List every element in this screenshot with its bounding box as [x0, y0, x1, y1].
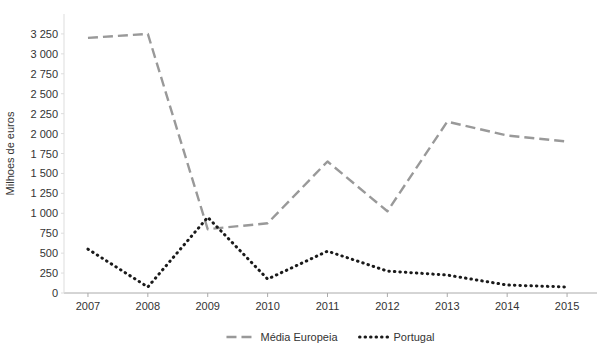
y-tick [61, 93, 64, 94]
x-tick-label: 2013 [435, 300, 459, 312]
x-tick [267, 293, 268, 297]
y-tick [61, 53, 64, 54]
chart-container: 2007 2008 2009 2010 2011 2012 2013 2014 2015 0 250… [0, 0, 615, 359]
y-tick-label: 1 250 [30, 187, 58, 199]
x-tick [567, 293, 568, 297]
series-line [88, 217, 567, 287]
legend-item: Média Europeia [226, 331, 338, 343]
y-tick [61, 113, 64, 114]
y-tick-label: 2 250 [30, 108, 58, 120]
y-tick-label: 0 [52, 287, 58, 299]
y-tick [61, 153, 64, 154]
x-tick [147, 293, 148, 297]
y-tick [61, 173, 64, 174]
x-tick [507, 293, 508, 297]
y-tick-label: 3 000 [30, 48, 58, 60]
y-tick [61, 133, 64, 134]
y-tick-label: 1 000 [30, 207, 58, 219]
x-tick [207, 293, 208, 297]
legend: Média Europeia Portugal [226, 331, 434, 343]
y-tick [61, 33, 64, 34]
x-tick [387, 293, 388, 297]
x-tick-label: 2007 [76, 300, 100, 312]
y-tick [61, 213, 64, 214]
axes: 2007 2008 2009 2010 2011 2012 2013 2014 2015 0 250… [30, 14, 597, 312]
x-tick-label: 2011 [316, 300, 340, 312]
x-tick-label: 2014 [495, 300, 519, 312]
y-tick [61, 253, 64, 254]
legend-label: Portugal [394, 331, 435, 343]
chart-svg: 2007 2008 2009 2010 2011 2012 2013 2014 2015 0 250… [0, 0, 615, 359]
x-tick [327, 293, 328, 297]
y-tick-label: 2 750 [30, 68, 58, 80]
y-tick-label: 1 500 [30, 167, 58, 179]
x-axis-line [64, 293, 597, 294]
y-tick-label: 750 [40, 227, 58, 239]
y-tick-label: 250 [40, 267, 58, 279]
y-tick-label: 2 500 [30, 88, 58, 100]
legend-swatch [226, 336, 254, 338]
y-axis-label: Milhoes de euros [4, 111, 16, 195]
x-tick-label: 2012 [375, 300, 399, 312]
x-tick-label: 2015 [555, 300, 579, 312]
y-tick [61, 273, 64, 274]
y-tick-label: 500 [40, 247, 58, 259]
legend-item: Portugal [360, 331, 435, 343]
x-tick [447, 293, 448, 297]
y-tick [61, 73, 64, 74]
y-tick-label: 2 000 [30, 128, 58, 140]
x-tick-label: 2010 [255, 300, 279, 312]
y-tick-label: 3 250 [30, 28, 58, 40]
y-tick [61, 293, 64, 294]
x-tick-label: 2008 [136, 300, 160, 312]
plot-area [88, 34, 567, 287]
series-line [88, 34, 567, 229]
x-tick [87, 293, 88, 297]
legend-label: Média Europeia [260, 331, 338, 343]
legend-swatch [360, 336, 388, 339]
y-tick-label: 1 750 [30, 148, 58, 160]
y-tick [61, 193, 64, 194]
x-tick-label: 2009 [195, 300, 219, 312]
y-tick [61, 233, 64, 234]
